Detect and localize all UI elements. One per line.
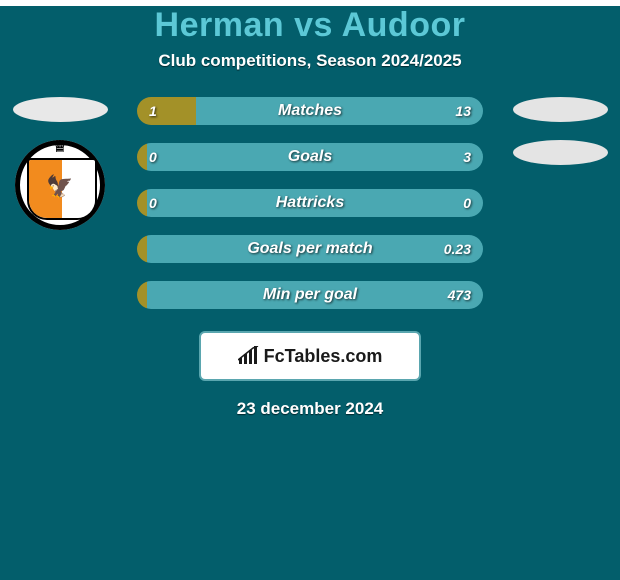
logo-prefix: Fc: [264, 346, 285, 366]
player-left-name: Herman: [155, 6, 285, 44]
stat-row: Goals per match0.23: [137, 235, 483, 263]
vs-separator: vs: [294, 6, 333, 44]
bar-left-fill: [137, 97, 196, 125]
bar-right-fill: [147, 143, 483, 171]
logo-suffix: .com: [340, 346, 382, 366]
crown-icon: ♛: [52, 140, 68, 157]
stat-row: Min per goal473: [137, 281, 483, 309]
bar-left-fill: [137, 189, 147, 217]
right-ellipse-icon: [513, 97, 608, 122]
stat-row: Hattricks00: [137, 189, 483, 217]
bar-right-fill: [147, 281, 483, 309]
left-club-badge: ♛ 🦅: [15, 140, 105, 230]
date-text: 23 december 2024: [0, 399, 620, 419]
page-title: Herman vs Audoor: [0, 6, 620, 45]
bar-right-fill: [147, 189, 483, 217]
stat-row: Goals03: [137, 143, 483, 171]
eagle-icon: 🦅: [46, 174, 73, 200]
left-ellipse-icon: [13, 97, 108, 122]
bar-right-fill: [147, 235, 483, 263]
right-ellipse-icon: [513, 140, 608, 165]
stats-bars: Matches113 Goals03 Hattricks00 Goals per ma…: [137, 97, 483, 309]
bar-left-fill: [137, 143, 147, 171]
comparison-card: Herman vs Audoor Club competitions, Seas…: [0, 6, 620, 580]
content-area: ♛ 🦅 Matches113 Goals03 Hattricks00 Goals pe…: [0, 97, 620, 419]
stat-row: Matches113: [137, 97, 483, 125]
bar-left-fill: [137, 235, 147, 263]
logo-text: FcTables.com: [264, 346, 383, 367]
bar-left-fill: [137, 281, 147, 309]
left-badge-column: ♛ 🦅: [0, 97, 120, 230]
player-right-name: Audoor: [342, 6, 466, 44]
logo-main: Tables: [285, 346, 341, 366]
bar-right-fill: [196, 97, 483, 125]
subtitle: Club competitions, Season 2024/2025: [0, 51, 620, 71]
bar-chart-icon: [238, 346, 260, 366]
fctables-logo[interactable]: FcTables.com: [199, 331, 421, 381]
right-badge-column: [500, 97, 620, 165]
